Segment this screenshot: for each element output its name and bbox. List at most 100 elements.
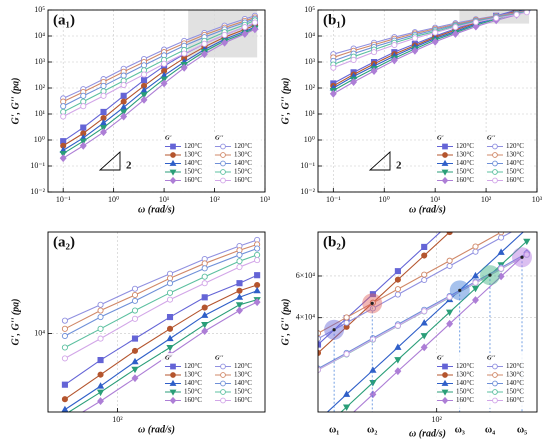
y-tick-label: 10⁴ bbox=[34, 328, 45, 337]
marker bbox=[236, 251, 243, 258]
marker bbox=[201, 294, 208, 301]
y-tick-label: 10⁰ bbox=[34, 135, 45, 144]
y-tick-label: 10³ bbox=[305, 57, 316, 66]
marker bbox=[452, 24, 459, 31]
marker bbox=[343, 314, 350, 321]
marker bbox=[100, 115, 107, 122]
legend-label: 150°C bbox=[234, 388, 252, 396]
marker bbox=[97, 307, 104, 314]
x-tick-label: 10⁰ bbox=[379, 195, 390, 204]
legend-marker bbox=[441, 159, 449, 166]
marker bbox=[200, 50, 208, 59]
crossover-label: ω₅ bbox=[517, 424, 527, 435]
legend-title: G'' bbox=[215, 134, 224, 141]
y-tick-label: 10¹ bbox=[35, 109, 46, 118]
marker bbox=[394, 291, 401, 298]
marker bbox=[61, 317, 68, 324]
marker bbox=[131, 347, 139, 354]
marker bbox=[318, 366, 322, 373]
y-tick-label: 10⁴ bbox=[304, 31, 315, 40]
marker bbox=[369, 291, 376, 298]
legend-marker bbox=[442, 372, 448, 378]
legend-marker bbox=[220, 169, 226, 175]
marker bbox=[446, 309, 454, 317]
marker bbox=[131, 297, 139, 304]
legend-label: 140°C bbox=[506, 159, 524, 167]
legend-title: G'' bbox=[215, 354, 224, 361]
marker bbox=[140, 71, 148, 78]
legend-marker bbox=[492, 380, 498, 387]
panel-label: (a₂) bbox=[53, 234, 75, 250]
marker bbox=[472, 248, 479, 255]
legend-box bbox=[161, 353, 261, 408]
legend-label: 120°C bbox=[456, 142, 474, 150]
marker bbox=[421, 243, 428, 250]
marker bbox=[236, 287, 243, 294]
legend-marker bbox=[441, 389, 449, 396]
marker bbox=[343, 351, 350, 358]
slope-label: 2 bbox=[126, 160, 132, 172]
legend-label: 150°C bbox=[506, 388, 524, 396]
marker bbox=[166, 313, 174, 321]
marker bbox=[97, 325, 104, 332]
marker bbox=[120, 112, 128, 121]
marker bbox=[318, 349, 322, 356]
marker bbox=[342, 390, 351, 397]
marker bbox=[201, 327, 209, 336]
x-axis-label: ω (rad/s) bbox=[138, 424, 175, 435]
legend-label: 120°C bbox=[506, 362, 524, 370]
marker bbox=[131, 374, 139, 383]
legend-label: 130°C bbox=[456, 151, 474, 159]
legend-label: 160°C bbox=[234, 396, 252, 404]
marker bbox=[497, 272, 505, 281]
marker bbox=[201, 273, 208, 280]
marker bbox=[61, 355, 68, 362]
marker bbox=[329, 89, 337, 98]
legend-label: 120°C bbox=[234, 142, 252, 150]
legend-marker bbox=[492, 397, 498, 404]
marker bbox=[80, 92, 87, 99]
marker bbox=[391, 42, 398, 49]
marker bbox=[59, 151, 67, 158]
legend-marker bbox=[170, 363, 176, 370]
legend-label: 150°C bbox=[184, 168, 202, 176]
legend-box bbox=[433, 133, 533, 188]
marker bbox=[180, 63, 188, 72]
legend-label: 140°C bbox=[506, 379, 524, 387]
legend-label: 130°C bbox=[184, 371, 202, 379]
marker bbox=[350, 78, 358, 86]
x-tick-label: 10⁰ bbox=[108, 195, 119, 204]
y-tick-label: 10⁻² bbox=[300, 187, 315, 196]
legend-title: G' bbox=[437, 134, 444, 141]
marker bbox=[420, 333, 428, 340]
marker bbox=[493, 15, 500, 22]
marker bbox=[131, 335, 139, 342]
marker bbox=[472, 19, 479, 26]
marker bbox=[471, 271, 480, 279]
marker bbox=[421, 308, 428, 315]
marker bbox=[394, 367, 402, 376]
legend-title: G' bbox=[165, 134, 172, 141]
legend-label: 150°C bbox=[456, 168, 474, 176]
y-tick-label: 10⁻¹ bbox=[30, 161, 45, 170]
marker bbox=[471, 285, 480, 293]
x-axis-label: ω (rad/s) bbox=[409, 204, 446, 215]
marker bbox=[254, 251, 261, 258]
marker bbox=[472, 243, 479, 250]
legend-label: 160°C bbox=[184, 396, 202, 404]
marker bbox=[60, 142, 67, 149]
y-tick-label: 10⁴ bbox=[34, 31, 45, 40]
marker bbox=[394, 286, 401, 293]
y-tick-label: 10² bbox=[35, 83, 46, 92]
legend-marker bbox=[220, 389, 226, 395]
marker bbox=[221, 38, 229, 47]
legend-marker bbox=[170, 372, 176, 378]
crossover-label: ω₁ bbox=[329, 424, 339, 435]
marker bbox=[96, 389, 105, 397]
legend-label: 150°C bbox=[506, 168, 524, 176]
legend-label: 130°C bbox=[234, 151, 252, 159]
marker bbox=[97, 371, 104, 378]
y-axis-label: G', G'' (pa) bbox=[10, 78, 21, 125]
marker bbox=[61, 325, 68, 332]
marker bbox=[140, 95, 148, 104]
